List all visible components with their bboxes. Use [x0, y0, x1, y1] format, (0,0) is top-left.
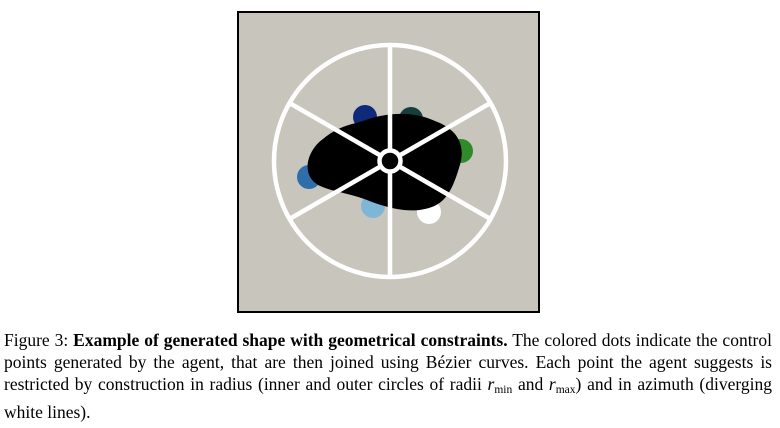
azimuth-line	[397, 101, 492, 158]
r-min-symbol: rmin	[487, 374, 513, 396]
azimuth-line	[288, 101, 383, 158]
figure-label: Figure 3:	[4, 330, 69, 350]
figure-panel	[237, 11, 540, 313]
r-max-symbol: rmax	[548, 374, 576, 396]
figure-caption: Figure 3: Example of generated shape wit…	[4, 329, 772, 423]
shape-figure	[271, 42, 509, 280]
azimuth-line	[288, 164, 383, 221]
caption-text-part1: The colored dots indicate the control po…	[4, 330, 772, 394]
and-word: and	[517, 374, 544, 394]
figure-title: Example of generated shape with geometri…	[73, 330, 508, 350]
caption-text-part2: ) and in azimuth (diverging white lines)…	[4, 374, 773, 422]
azimuth-line	[397, 164, 492, 221]
